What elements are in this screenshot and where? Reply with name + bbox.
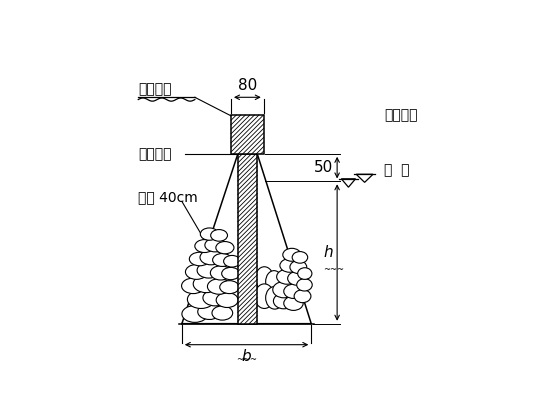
Ellipse shape xyxy=(188,290,214,308)
Ellipse shape xyxy=(280,259,299,272)
Ellipse shape xyxy=(298,268,312,279)
Text: 宽度 40cm: 宽度 40cm xyxy=(138,191,198,205)
Ellipse shape xyxy=(205,238,226,252)
Ellipse shape xyxy=(294,290,311,303)
Ellipse shape xyxy=(197,262,221,278)
Ellipse shape xyxy=(189,252,210,266)
Ellipse shape xyxy=(211,230,227,241)
Ellipse shape xyxy=(292,252,307,263)
Ellipse shape xyxy=(283,248,301,261)
Ellipse shape xyxy=(182,306,208,323)
Text: 50: 50 xyxy=(314,160,333,175)
Ellipse shape xyxy=(265,270,282,293)
Ellipse shape xyxy=(207,279,231,294)
Ellipse shape xyxy=(273,282,295,298)
Ellipse shape xyxy=(290,260,307,273)
Text: 围堰顶高: 围堰顶高 xyxy=(384,108,418,122)
Ellipse shape xyxy=(195,239,214,252)
Text: ~~~: ~~~ xyxy=(236,355,257,364)
Ellipse shape xyxy=(212,306,232,320)
Text: 80: 80 xyxy=(238,79,257,93)
Text: 草包叠排: 草包叠排 xyxy=(138,82,172,96)
Ellipse shape xyxy=(200,228,218,240)
Text: b: b xyxy=(242,349,251,364)
Ellipse shape xyxy=(220,281,239,294)
Ellipse shape xyxy=(181,278,205,294)
Ellipse shape xyxy=(211,266,231,280)
Ellipse shape xyxy=(200,250,222,265)
Ellipse shape xyxy=(223,255,240,267)
Ellipse shape xyxy=(277,269,297,284)
Text: 水  位: 水 位 xyxy=(384,163,409,177)
Text: ~~~: ~~~ xyxy=(323,265,344,274)
Ellipse shape xyxy=(284,284,303,299)
Ellipse shape xyxy=(216,293,238,307)
Ellipse shape xyxy=(213,254,232,266)
Ellipse shape xyxy=(203,290,227,306)
Ellipse shape xyxy=(284,296,303,310)
Ellipse shape xyxy=(297,279,312,291)
Ellipse shape xyxy=(185,265,207,279)
Ellipse shape xyxy=(288,272,306,285)
Ellipse shape xyxy=(255,267,273,290)
Ellipse shape xyxy=(273,293,294,309)
Ellipse shape xyxy=(216,241,234,254)
Ellipse shape xyxy=(222,268,240,280)
Ellipse shape xyxy=(255,284,274,308)
Text: h: h xyxy=(324,245,333,260)
Polygon shape xyxy=(231,115,264,154)
Ellipse shape xyxy=(265,286,284,309)
Text: 防渗心墙: 防渗心墙 xyxy=(138,147,172,161)
Ellipse shape xyxy=(193,275,219,293)
Polygon shape xyxy=(238,154,257,324)
Ellipse shape xyxy=(198,304,221,320)
